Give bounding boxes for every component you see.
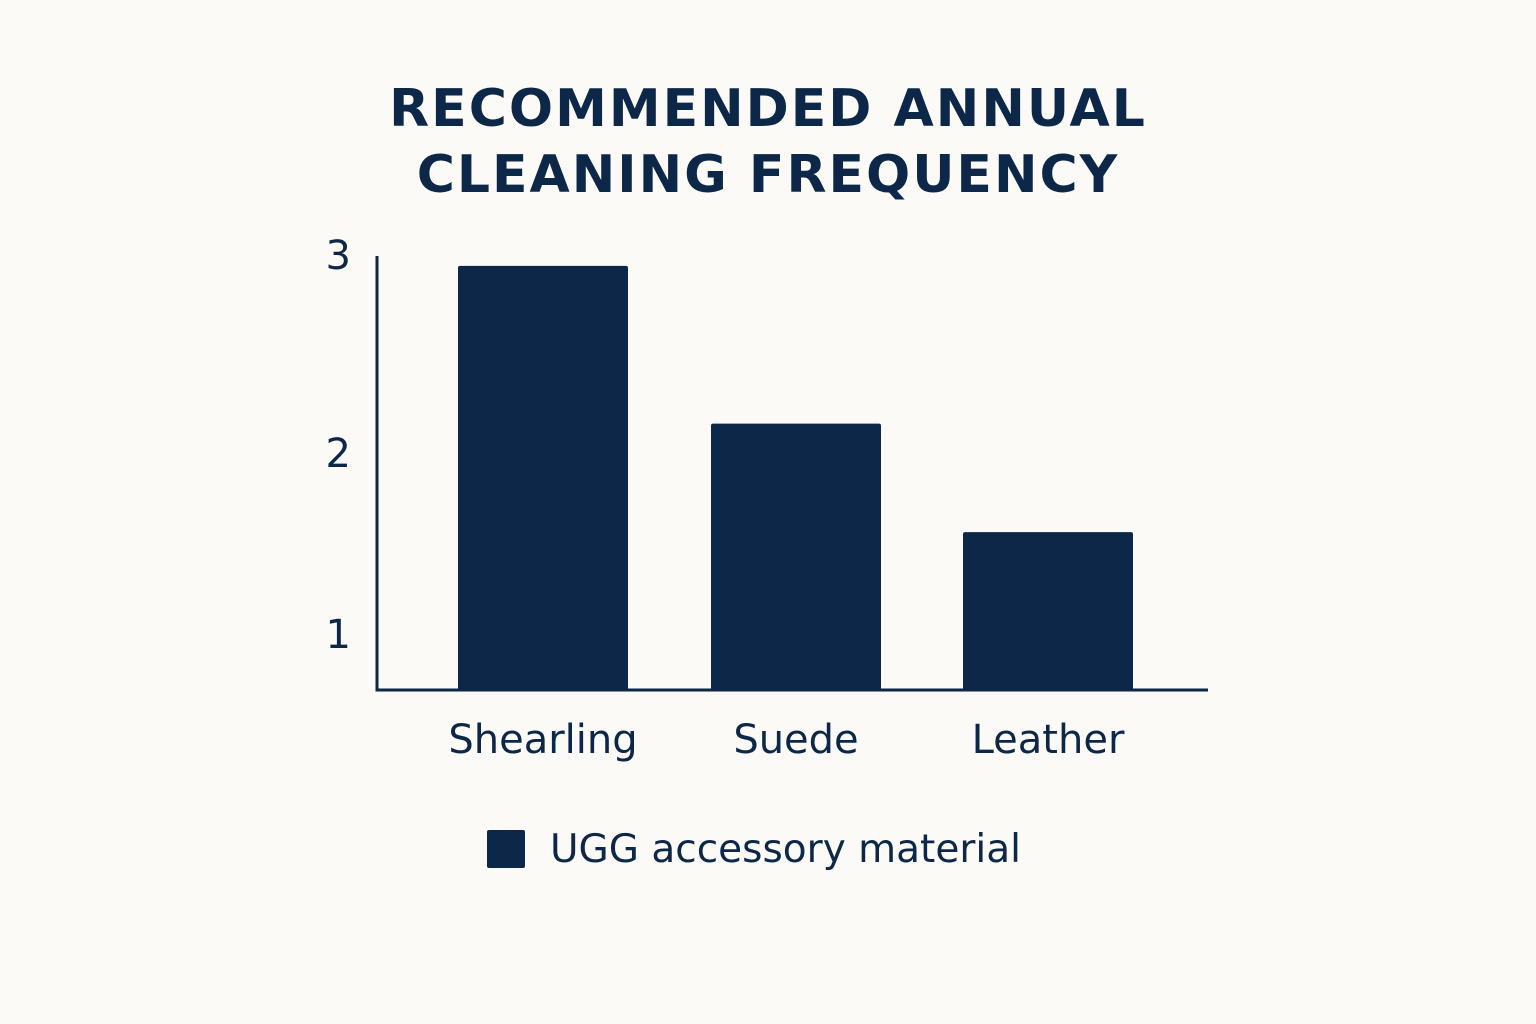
x-tick-label-leather: Leather: [972, 717, 1125, 763]
chart-title: RECOMMENDED ANNUAL CLEANING FREQUENCY: [0, 76, 1536, 208]
x-tick-label-shearling: Shearling: [448, 717, 637, 763]
bar-leather: [963, 532, 1133, 690]
y-tick-label-1: 1: [326, 612, 351, 658]
bar-shearling: [458, 265, 628, 690]
legend-label: UGG accessory material: [550, 826, 1021, 872]
chart-title-line-2: CLEANING FREQUENCY: [416, 145, 1120, 205]
legend: UGG accessory material: [487, 824, 1021, 874]
legend-swatch: [487, 830, 525, 868]
y-tick-label-2: 2: [326, 431, 351, 477]
x-tick-label-suede: Suede: [733, 717, 858, 763]
chart-title-line-1: RECOMMENDED ANNUAL: [389, 79, 1147, 139]
bar-suede: [711, 423, 881, 690]
y-tick-label-3: 3: [326, 233, 351, 279]
